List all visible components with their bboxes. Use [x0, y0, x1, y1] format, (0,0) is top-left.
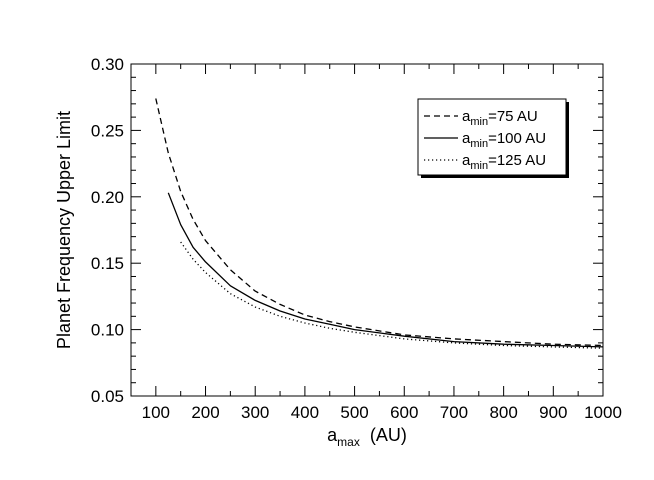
tick-labels: 100 200 300 400 500 600 700 800 900 1000 0.05 0.10 0… — [91, 55, 622, 422]
y-tick-label: 0.25 — [91, 121, 124, 140]
x-tick-label: 1000 — [584, 403, 622, 422]
y-tick-label: 0.05 — [91, 387, 124, 406]
x-tick-label: 400 — [291, 403, 319, 422]
x-axis-title-unit: (AU) — [370, 425, 407, 445]
x-axis-title-base: a — [327, 425, 338, 445]
legend-label-subscript: min — [470, 116, 488, 128]
series-lines — [155, 98, 604, 349]
series-line-solid — [167, 192, 604, 348]
x-tick-label: 600 — [390, 403, 418, 422]
y-tick-label: 0.15 — [91, 254, 124, 273]
x-tick-label: 200 — [191, 403, 219, 422]
y-tick-label: 0.10 — [91, 321, 124, 340]
x-tick-label: 800 — [489, 403, 517, 422]
legend-label-a-min-75: amin=75 AU — [462, 108, 538, 128]
series-line-dotted — [180, 241, 604, 349]
x-tick-label: 500 — [340, 403, 368, 422]
legend-label-a-min-100: amin=100 AU — [462, 130, 546, 150]
legend: amin=75 AU amin=100 AU amin=125 AU — [417, 98, 569, 178]
x-tick-label: 700 — [440, 403, 468, 422]
x-tick-label: 300 — [241, 403, 269, 422]
legend-label-rest: =75 AU — [488, 108, 538, 125]
series-line-dashed — [155, 98, 604, 347]
y-tick-label: 0.20 — [91, 188, 124, 207]
legend-label-base: a — [462, 130, 471, 147]
x-axis-title: amax (AU) — [327, 425, 407, 449]
legend-box — [417, 98, 567, 176]
legend-label-subscript: min — [470, 160, 488, 172]
legend-label-rest: =125 AU — [488, 152, 546, 169]
x-tick-label: 100 — [142, 403, 170, 422]
legend-label-base: a — [462, 152, 471, 169]
y-tick-label: 0.30 — [91, 55, 124, 74]
plot-frame — [130, 63, 604, 397]
legend-label-base: a — [462, 108, 471, 125]
legend-label-a-min-125: amin=125 AU — [462, 152, 546, 172]
x-axis-title-subscript: max — [337, 435, 360, 449]
y-axis-title: Planet Frequency Upper Limit — [54, 111, 74, 349]
x-tick-label: 900 — [539, 403, 567, 422]
ticks — [130, 63, 604, 397]
legend-label-subscript: min — [470, 138, 488, 150]
legend-label-rest: =100 AU — [488, 130, 546, 147]
